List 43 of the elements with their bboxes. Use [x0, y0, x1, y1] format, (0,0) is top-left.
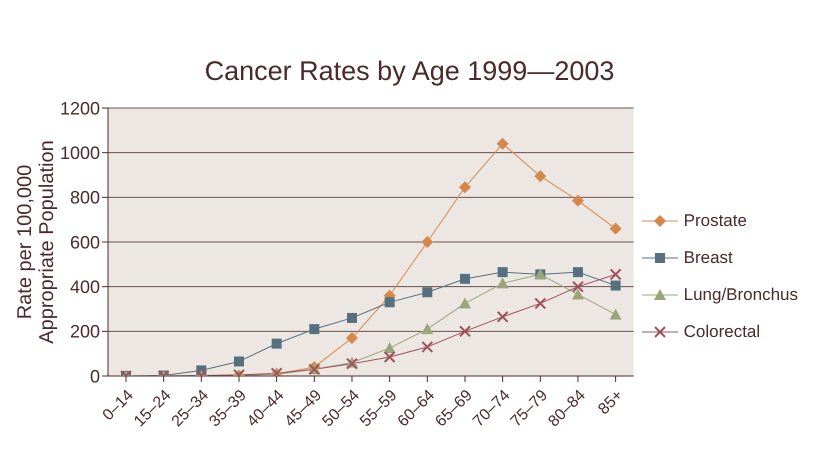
- point: [234, 356, 244, 366]
- point: [346, 312, 357, 323]
- point: [496, 310, 509, 323]
- point: [458, 297, 471, 308]
- point: [610, 280, 621, 291]
- point: [272, 338, 282, 349]
- point: [572, 267, 583, 278]
- point: [346, 332, 358, 344]
- point: [496, 138, 509, 150]
- chart-title: Cancer Rates by Age 1999—2003: [204, 55, 616, 88]
- point: [534, 297, 546, 310]
- x-tick-label: 85+: [595, 386, 626, 418]
- point: [458, 325, 471, 338]
- point: [384, 297, 395, 308]
- point: [421, 340, 434, 353]
- point: [421, 236, 434, 248]
- point: [422, 287, 432, 298]
- point: [534, 170, 546, 182]
- y-axis-title: Rate per 100,000 Appropriate Population: [14, 140, 58, 344]
- point: [572, 194, 584, 207]
- y-tick-label: 1200: [60, 98, 100, 118]
- point: [384, 351, 396, 364]
- y-tick-label: 1000: [60, 143, 100, 164]
- point: [421, 323, 434, 334]
- point: [610, 268, 622, 280]
- y-tick-label: 600: [70, 232, 100, 252]
- point: [496, 277, 509, 288]
- point: [610, 308, 622, 320]
- legend-label: Prostate: [684, 210, 747, 230]
- point: [572, 288, 584, 300]
- point: [309, 324, 320, 334]
- y-tick-label: 400: [70, 277, 100, 298]
- legend-label: Lung/Bronchus: [684, 284, 798, 304]
- legend-label: Breast: [684, 248, 733, 268]
- point: [572, 280, 584, 293]
- point: [458, 181, 471, 194]
- point: [610, 222, 622, 235]
- point: [498, 267, 508, 278]
- y-tick-label: 0: [90, 366, 100, 386]
- point: [460, 274, 470, 284]
- legend-label: Colorectal: [684, 322, 760, 342]
- y-tick-label: 800: [70, 188, 100, 208]
- y-tick-label: 200: [70, 322, 100, 342]
